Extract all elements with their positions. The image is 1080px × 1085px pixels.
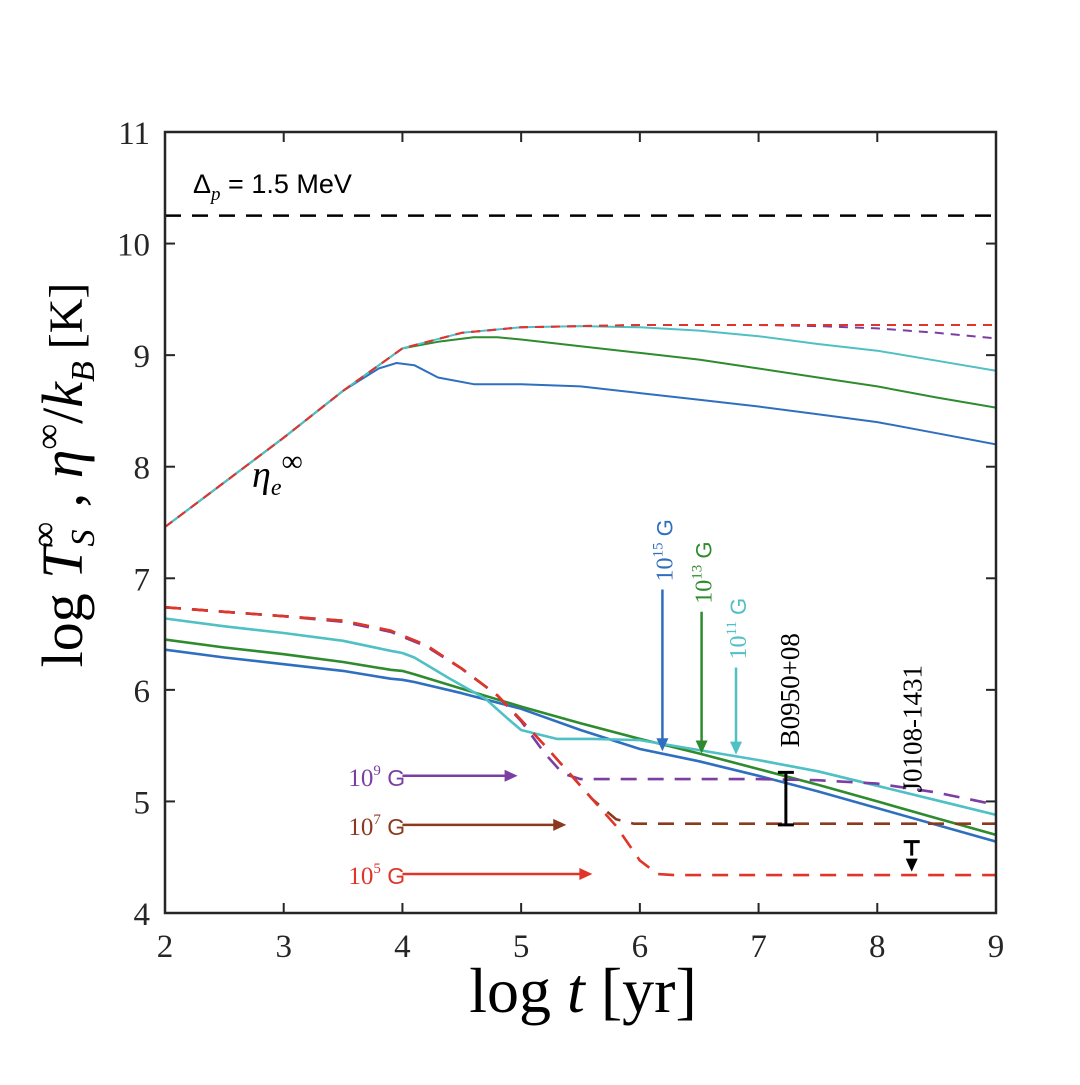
eta-curve-10-9-g [165,324,996,528]
obs-j0108-1431-arrowhead [905,858,918,872]
x-tick-label: 3 [275,929,292,965]
eta-curve-10-11-g [165,325,996,528]
x-tick-label: 8 [869,929,886,965]
down-arrow-11-head [730,741,743,755]
y-tick-label: 7 [134,562,151,598]
plot-frame [163,130,998,915]
y-tick-label: 8 [134,451,151,487]
x-axis-title: log t [yr] [469,955,697,1026]
eta-label: ηe∞ [252,445,303,501]
y-tick-label: 10 [117,228,150,264]
delta-annotation: Δp = 1.5 MeV [193,169,352,205]
down-arrow-label-15: 1015 G [650,519,678,581]
eta-curve-10-5-g [165,324,996,528]
x-tick-label: 2 [157,929,174,965]
x-tick-label: 4 [394,929,411,965]
x-tick-label: 5 [513,929,530,965]
obs-label-j0108-1431: J0108-1431 [898,665,928,793]
y-tick-label: 5 [134,785,151,821]
x-tick-label: 7 [750,929,767,965]
down-arrow-label-11: 1011 G [724,598,752,660]
cooling-curve-10-15-g [165,648,996,843]
obs-label-b0950-08: B0950+08 [775,633,805,747]
y-tick-label: 11 [118,116,150,152]
right-arrow-5-head [579,867,593,880]
y-tick-label: 4 [134,897,151,933]
right-arrow-7-head [553,818,567,831]
x-tick-label: 6 [632,929,649,965]
y-tick-label: 6 [134,674,151,710]
cooling-curve-10-9-g [165,606,996,807]
down-arrow-label-13: 1013 G [690,542,718,604]
y-tick-label: 9 [134,339,151,375]
right-arrow-label-7: 107 G [348,812,405,841]
right-arrow-9-head [504,769,518,782]
y-axis-title: log TS∞ , η∞/kB [K] [24,283,102,668]
down-arrow-13-head [695,740,708,754]
cooling-curve-10-11-g [165,617,996,817]
right-arrow-label-5: 105 G [348,861,405,890]
down-arrow-15-head [656,738,669,752]
x-tick-label: 9 [988,929,1005,965]
right-arrow-label-9: 109 G [348,763,405,792]
cooling-curve-10-13-g [165,638,996,837]
